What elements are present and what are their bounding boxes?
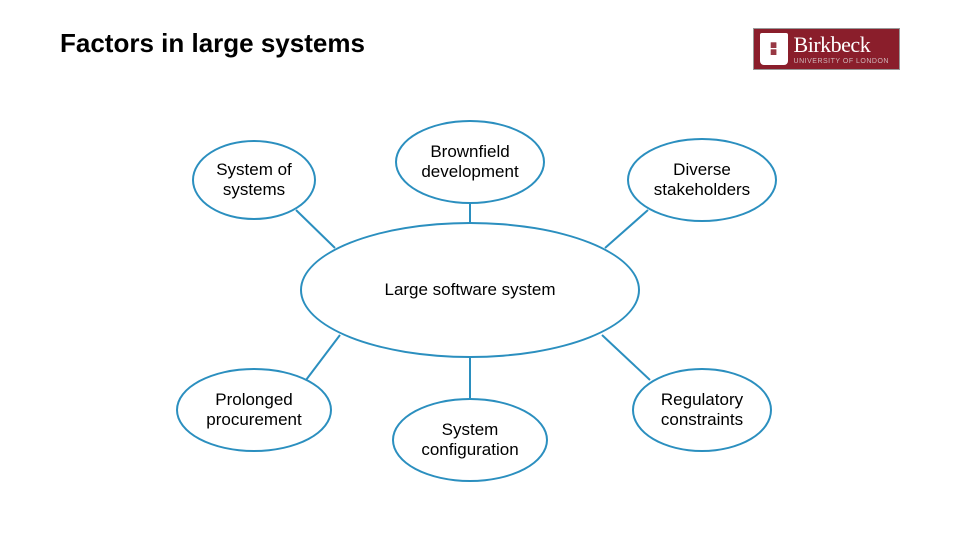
node-label-top_left: System of systems (216, 160, 292, 201)
edge-top_right (605, 210, 648, 248)
edge-bot_left (306, 335, 340, 380)
node-top_left: System of systems (192, 140, 316, 220)
node-bot_left: Prolonged procurement (176, 368, 332, 452)
node-top_right: Diverse stakeholders (627, 138, 777, 222)
node-label-bot_mid: System configuration (421, 420, 518, 461)
node-label-top_mid: Brownfield development (421, 142, 518, 183)
node-label-center: Large software system (384, 280, 555, 300)
factors-diagram: Large software system System of systems Br… (0, 0, 960, 540)
node-label-bot_right: Regulatory constraints (661, 390, 743, 431)
node-label-top_right: Diverse stakeholders (654, 160, 750, 201)
node-bot_mid: System configuration (392, 398, 548, 482)
node-top_mid: Brownfield development (395, 120, 545, 204)
node-bot_right: Regulatory constraints (632, 368, 772, 452)
node-label-bot_left: Prolonged procurement (206, 390, 301, 431)
edge-bot_right (602, 335, 650, 380)
node-center: Large software system (300, 222, 640, 358)
edge-top_left (296, 210, 335, 248)
